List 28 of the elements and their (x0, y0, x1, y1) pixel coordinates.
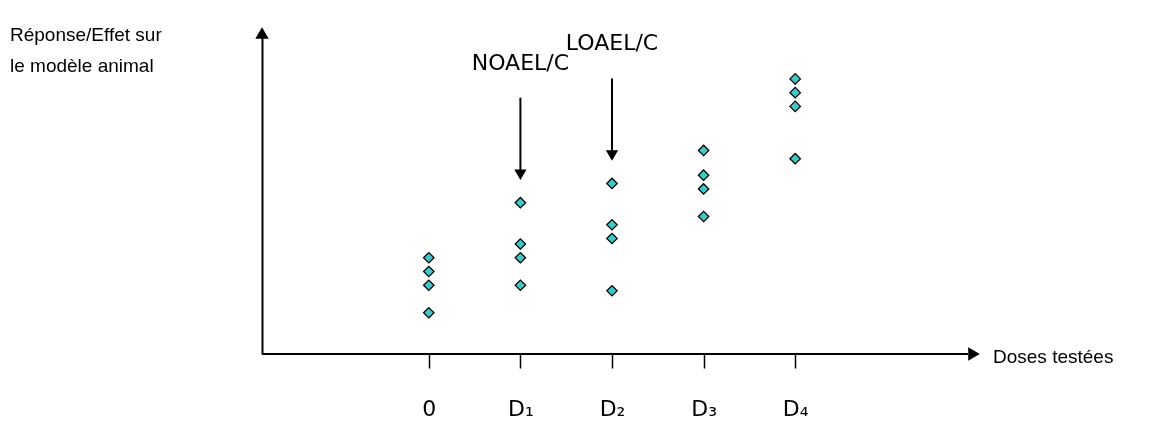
point (514, 251, 527, 264)
point (606, 177, 618, 190)
x-tick-label: D₃ (691, 395, 717, 421)
point (606, 232, 618, 245)
text: Réponse/Effet sur le modèle animal (10, 24, 163, 76)
point (606, 284, 618, 297)
point (514, 196, 527, 209)
point (789, 152, 802, 165)
annotation: NOAEL/C (471, 49, 570, 75)
point (422, 279, 435, 292)
point (789, 86, 802, 99)
point (422, 306, 435, 319)
x-tick-label: D₁ (508, 395, 534, 421)
text: Doses testées (993, 346, 1114, 367)
x-tick-label: 0 (422, 395, 437, 421)
point (606, 218, 618, 231)
point (697, 210, 710, 223)
point (789, 100, 802, 113)
point (697, 183, 710, 195)
point (422, 265, 435, 278)
point (514, 279, 527, 292)
point (422, 251, 435, 264)
x-tick-label: D₂ (599, 395, 626, 421)
point (697, 144, 710, 157)
x-tick-label: D₄ (782, 395, 809, 421)
point (697, 169, 710, 182)
point (789, 73, 802, 85)
point (514, 238, 527, 250)
